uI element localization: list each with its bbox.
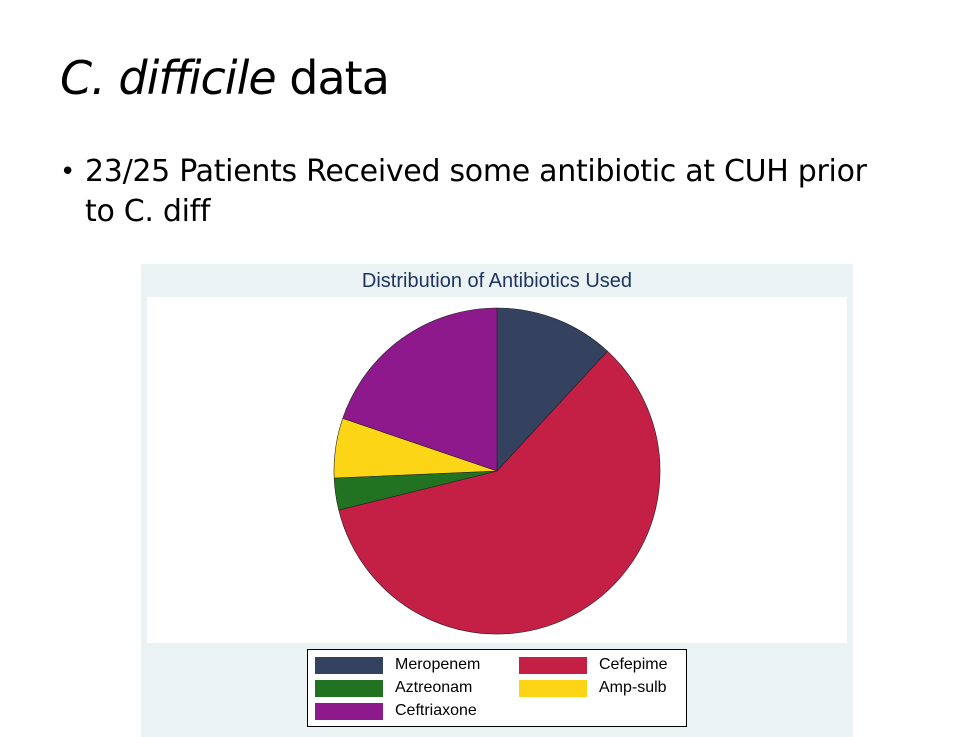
legend-item-ceftriaxone: Ceftriaxone xyxy=(315,701,477,721)
legend-label-cefepime: Cefepime xyxy=(599,656,668,673)
slide-title-rest: data xyxy=(275,51,390,105)
legend-item-meropenem: Meropenem xyxy=(315,655,480,675)
legend-swatch-amp-sulb xyxy=(519,679,587,697)
legend-label-amp-sulb: Amp-sulb xyxy=(599,679,667,696)
slide-title-italic: C. difficile xyxy=(60,51,277,105)
legend-swatch-meropenem xyxy=(315,656,383,674)
legend-swatch-ceftriaxone xyxy=(315,702,383,720)
legend-label-ceftriaxone: Ceftriaxone xyxy=(395,702,477,719)
legend-label-meropenem: Meropenem xyxy=(395,656,481,673)
legend-item-aztreonam: Aztreonam xyxy=(315,678,472,698)
plot-area xyxy=(147,297,847,643)
legend-label-aztreonam: Aztreonam xyxy=(395,679,473,696)
legend-item-amp-sulb: Amp-sulb xyxy=(519,678,667,698)
legend-swatch-aztreonam xyxy=(315,679,383,697)
bullet-text: 23/25 Patients Received some antibiotic … xyxy=(85,154,867,229)
legend-item-cefepime: Cefepime xyxy=(519,655,667,675)
bullet-icon: • xyxy=(60,157,76,187)
legend-swatch-cefepime xyxy=(519,656,587,674)
pie-svg xyxy=(333,307,661,635)
chart-title: Distribution of Antibiotics Used xyxy=(361,270,633,292)
pie-chart: Distribution of Antibiotics Used Meropen… xyxy=(141,264,853,737)
pie-slice-meropenem xyxy=(496,307,608,472)
chart-legend: Meropenem Cefepime Aztreonam Amp-sulb Ceftri… xyxy=(307,649,687,727)
slide-title: C. difficile data xyxy=(60,51,390,105)
bullet-point: • 23/25 Patients Received some antibioti… xyxy=(60,152,880,232)
pie-slice-ceftriaxone xyxy=(342,307,498,472)
pie-slice-cefepime xyxy=(338,350,661,635)
